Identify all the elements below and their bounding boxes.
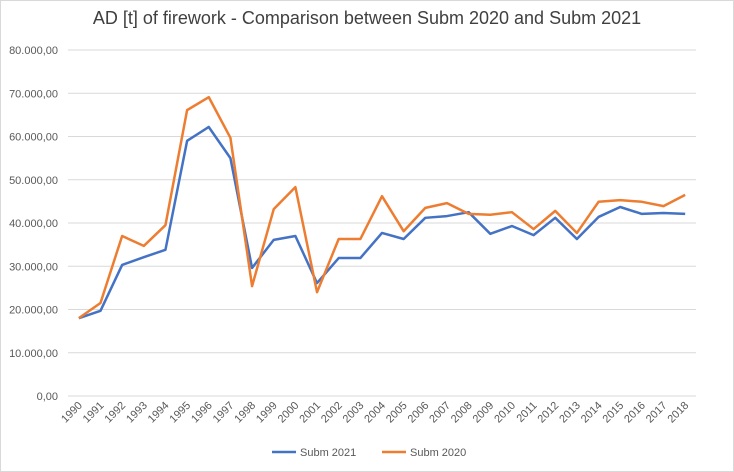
y-tick-label: 80.000,00 <box>9 45 58 57</box>
legend-label: Subm 2021 <box>300 447 356 459</box>
series-line <box>78 125 686 320</box>
y-tick-label: 70.000,00 <box>9 88 58 100</box>
y-tick-label: 40.000,00 <box>9 218 58 230</box>
series-line <box>78 95 686 320</box>
chart-title: AD [t] of firework - Comparison between … <box>93 8 641 28</box>
y-tick-label: 0,00 <box>37 391 58 403</box>
y-tick-label: 10.000,00 <box>9 348 58 360</box>
y-tick-label: 30.000,00 <box>9 261 58 273</box>
legend-label: Subm 2020 <box>410 447 466 459</box>
y-tick-label: 60.000,00 <box>9 132 58 144</box>
y-tick-label: 50.000,00 <box>9 175 58 187</box>
y-tick-label: 20.000,00 <box>9 305 58 317</box>
